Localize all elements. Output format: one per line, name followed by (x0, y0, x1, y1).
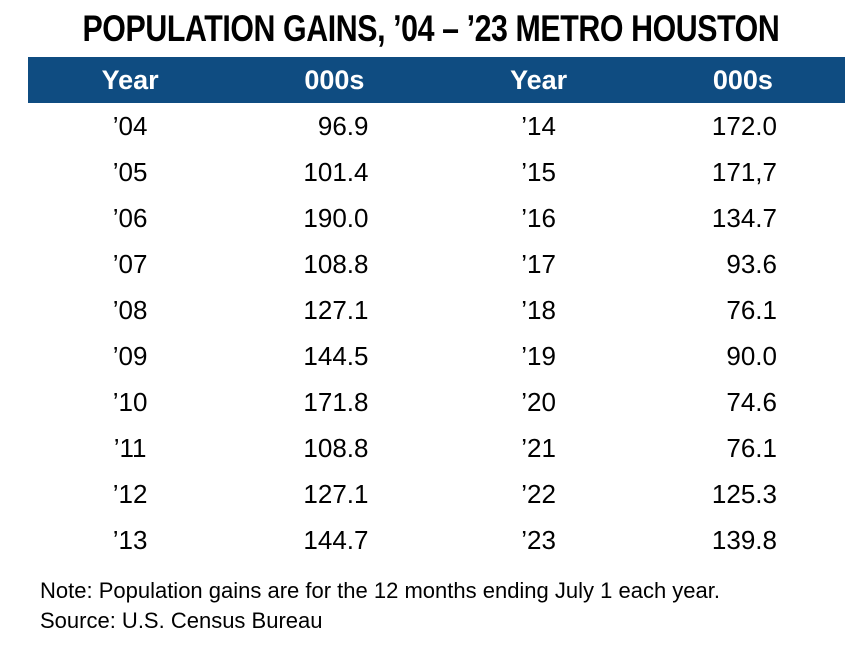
header-000s-left: 000s (304, 64, 365, 95)
year-cell: ’19 (521, 340, 556, 371)
value-cell: 190.0 (303, 202, 369, 233)
year-cell: ’22 (521, 478, 556, 509)
value-cell: 172.0 (711, 110, 777, 141)
year-cell: ’09 (112, 340, 148, 371)
year-cell: ’10 (112, 386, 148, 417)
value-cell: 108.8 (303, 432, 369, 463)
value-cell: 90.0 (726, 340, 777, 371)
table-row: ’10 171.8 ’20 74.6 (28, 379, 845, 425)
year-cell: ’20 (521, 386, 556, 417)
table-row: ’05 101.4 ’15 171,7 (28, 149, 845, 195)
year-cell: ’12 (112, 478, 148, 509)
value-cell: 125.3 (711, 478, 777, 509)
value-cell: 74.6 (726, 386, 777, 417)
value-cell: 108.8 (303, 248, 369, 279)
year-cell: ’08 (112, 294, 148, 325)
year-cell: ’05 (112, 156, 148, 187)
value-cell: 139.8 (711, 524, 777, 555)
value-cell: 96.9 (317, 110, 369, 141)
table-header-row: Year 000s Year 000s (28, 57, 845, 103)
value-cell: 93.6 (726, 248, 777, 279)
table-row: ’12 127.1 ’22 125.3 (28, 471, 845, 517)
value-cell: 171.8 (303, 386, 369, 417)
header-year-right: Year (510, 64, 568, 95)
value-cell: 127.1 (303, 294, 369, 325)
header-000s-right: 000s (712, 64, 773, 95)
value-cell: 127.1 (303, 478, 369, 509)
page-title: POPULATION GAINS, ’04 – ’23 METRO HOUSTO… (82, 8, 780, 49)
year-cell: ’18 (521, 294, 556, 325)
value-cell: 144.7 (303, 524, 369, 555)
population-table: Year 000s Year 000s ’04 96.9 ’14 172.0 ’05 10… (28, 57, 845, 563)
year-cell: ’23 (521, 524, 556, 555)
year-cell: ’04 (112, 110, 148, 141)
year-cell: ’15 (521, 156, 556, 187)
note-text: Note: Population gains are for the 12 mo… (40, 578, 720, 603)
value-cell: 134.7 (711, 202, 777, 233)
table-row: ’07 108.8 ’17 93.6 (28, 241, 845, 287)
title-bar: POPULATION GAINS, ’04 – ’23 METRO HOUSTO… (0, 8, 862, 51)
year-cell: ’07 (112, 248, 148, 279)
table-row: ’08 127.1 ’18 76.1 (28, 287, 845, 333)
value-cell: 76.1 (726, 432, 777, 463)
footnotes: Note: Population gains are for the 12 mo… (40, 576, 720, 636)
value-cell: 171,7 (711, 156, 777, 187)
year-cell: ’13 (112, 524, 148, 555)
table-row: ’11 108.8 ’21 76.1 (28, 425, 845, 471)
year-cell: ’11 (113, 432, 147, 463)
year-cell: ’16 (521, 202, 556, 233)
year-cell: ’17 (521, 248, 556, 279)
table-body: ’04 96.9’14 172.0’05 101.4’15 171,7’06 190.0’… (28, 103, 845, 563)
source-text: Source: U.S. Census Bureau (40, 608, 323, 633)
table-row: ’06 190.0 ’16 134.7 (28, 195, 845, 241)
header-year-left: Year (101, 64, 159, 95)
value-cell: 144.5 (303, 340, 369, 371)
table-row: ’13 144.7 ’23 139.8 (28, 517, 845, 563)
year-cell: ’14 (521, 110, 556, 141)
year-cell: ’06 (112, 202, 148, 233)
table-row: ’04 96.9 ’14 172.0 (28, 103, 845, 149)
value-cell: 76.1 (726, 294, 777, 325)
value-cell: 101.4 (303, 156, 369, 187)
table-row: ’09 144.5 ’19 90.0 (28, 333, 845, 379)
year-cell: ’21 (521, 432, 556, 463)
